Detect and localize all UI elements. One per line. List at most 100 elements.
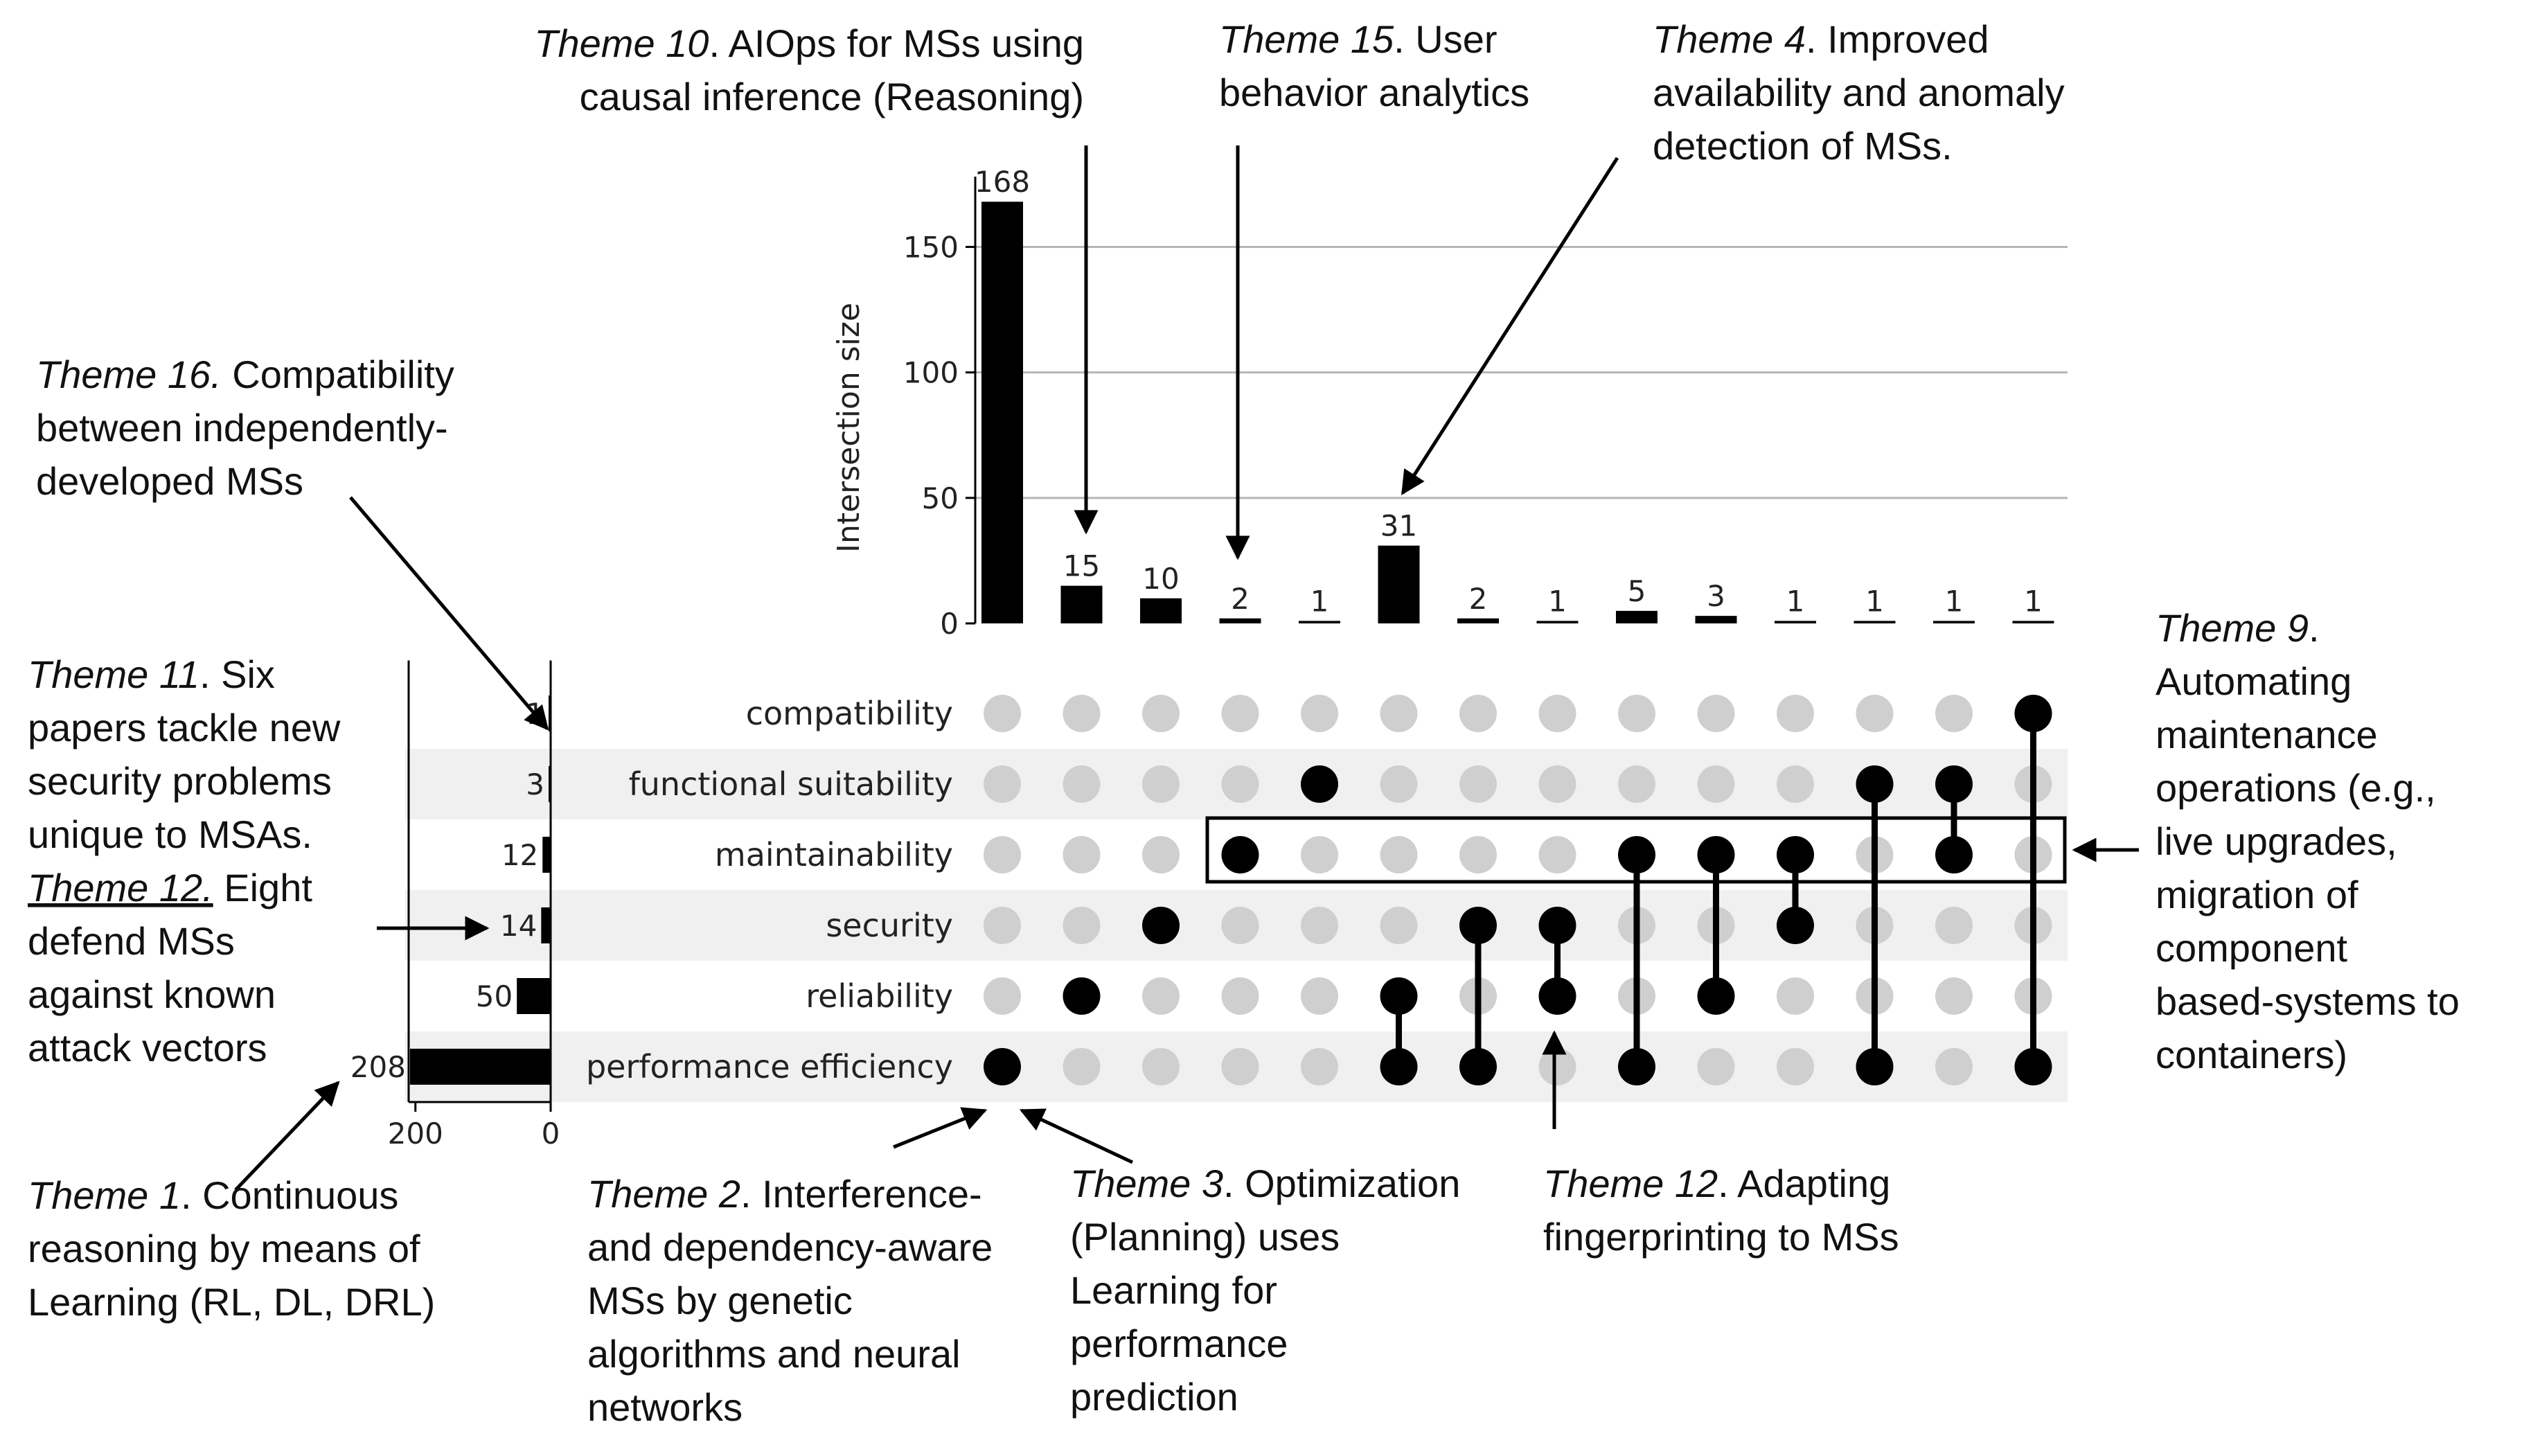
set-size-bar: [409, 1049, 551, 1085]
matrix-dot-inactive: [1538, 836, 1576, 873]
matrix-dot-inactive: [1777, 1048, 1814, 1085]
matrix-dot-active: [2014, 1048, 2052, 1085]
intersection-bar: [1299, 621, 1340, 623]
intersection-value-label: 15: [1063, 549, 1100, 583]
matrix-dot-active: [1142, 907, 1180, 944]
set-size-label: 14: [500, 909, 537, 943]
svg-text:reasoning by means of: reasoning by means of: [28, 1227, 420, 1270]
y-axis-label: Intersection size: [831, 303, 866, 553]
set-size-bar: [517, 978, 551, 1014]
matrix-dot-inactive: [1142, 1048, 1180, 1085]
intersection-bar: [1140, 598, 1182, 623]
matrix-dot-inactive: [1459, 765, 1497, 803]
matrix-dot-inactive: [1301, 695, 1338, 732]
matrix-dot-inactive: [1697, 765, 1735, 803]
set-size-bar: [542, 837, 551, 873]
intersection-bar: [1378, 545, 1420, 623]
annotation-theme16: Theme 16. Compatibility: [36, 353, 454, 396]
matrix-dot-active: [1459, 907, 1497, 944]
set-name-label: security: [826, 907, 953, 944]
intersection-value-label: 3: [1707, 579, 1725, 613]
matrix-dot-active: [1856, 765, 1894, 803]
axes: 0 50 100 150 Intersection size 200 0: [388, 177, 977, 1151]
intersection-bar: [1457, 618, 1499, 623]
matrix-dot-active: [1538, 977, 1576, 1015]
matrix-dot-inactive: [1935, 695, 1973, 732]
set-name-label: maintainability: [715, 836, 953, 873]
arrow-theme3: [1019, 1108, 1134, 1164]
svg-text:Learning for: Learning for: [1070, 1268, 1277, 1312]
matrix-dot-inactive: [1380, 836, 1418, 873]
matrix-dot-inactive: [1538, 1048, 1576, 1085]
svg-text:networks: networks: [587, 1385, 743, 1429]
matrix-dot-active: [1856, 1048, 1894, 1085]
matrix-dot-active: [1380, 1048, 1418, 1085]
matrix-dot-inactive: [1380, 695, 1418, 732]
matrix-dot-inactive: [1380, 907, 1418, 944]
intersection-value-label: 31: [1380, 509, 1417, 543]
matrix-dot-inactive: [1459, 695, 1497, 732]
intersection-bar: [2012, 621, 2054, 623]
matrix-dot-inactive: [1142, 765, 1180, 803]
matrix-dot-inactive: [984, 765, 1021, 803]
annotation-theme3: Theme 3. Optimization: [1070, 1162, 1460, 1205]
matrix-dot-inactive: [984, 907, 1021, 944]
matrix-dot-inactive: [1777, 765, 1814, 803]
matrix-dot-inactive: [1301, 1048, 1338, 1085]
svg-text:MSs by genetic: MSs by genetic: [587, 1279, 853, 1322]
matrix-dot-active: [1301, 765, 1338, 803]
y-tick-label: 100: [903, 356, 959, 390]
matrix-dot-inactive: [1063, 695, 1101, 732]
matrix-dot-active: [1697, 836, 1735, 873]
intersection-value-label: 1: [1310, 584, 1329, 618]
intersection-bar: [1616, 610, 1658, 623]
y-tick-label: 0: [940, 607, 959, 641]
annotation-arrows: [234, 145, 2139, 1191]
svg-text:detection of MSs.: detection of MSs.: [1653, 124, 1953, 168]
svg-text:algorithms and neural: algorithms and neural: [587, 1332, 961, 1376]
intersection-value-label: 5: [1628, 574, 1646, 608]
matrix-dot-active: [1777, 836, 1814, 873]
annotation-theme15: Theme 15. User: [1219, 17, 1497, 61]
intersection-value-label: 1: [1548, 584, 1567, 618]
matrix-dot-inactive: [1063, 1048, 1101, 1085]
matrix-dot-active: [1221, 836, 1259, 873]
matrix-dot-active: [1063, 977, 1101, 1015]
svg-text:papers tackle new: papers tackle new: [28, 706, 341, 749]
matrix-dot-active: [1935, 765, 1973, 803]
matrix-dot-inactive: [1221, 695, 1259, 732]
svg-text:behavior analytics: behavior analytics: [1219, 71, 1529, 114]
svg-text:live upgrades,: live upgrades,: [2156, 819, 2397, 863]
gridlines: [975, 245, 2068, 499]
set-size-label: 208: [350, 1050, 406, 1084]
annotation-theme4: Theme 4. Improved: [1653, 17, 1989, 61]
annotation-theme2: Theme 2. Interference-: [587, 1172, 982, 1216]
svg-text:component: component: [2156, 926, 2348, 970]
annotation-theme9: Theme 9.: [2156, 606, 2320, 650]
matrix-dot-inactive: [1777, 977, 1814, 1015]
svg-text:Automating: Automating: [2156, 659, 2352, 703]
intersection-value-label: 2: [1469, 582, 1488, 616]
intersection-bar: [1775, 621, 1816, 623]
matrix-dot-inactive: [984, 977, 1021, 1015]
svg-text:developed MSs: developed MSs: [36, 459, 303, 503]
matrix-dot-inactive: [1301, 977, 1338, 1015]
maintainability-highlight-box: [1205, 816, 2067, 884]
svg-text:fingerprinting to MSs: fingerprinting to MSs: [1543, 1215, 1899, 1259]
matrix-dot-active: [2014, 695, 2052, 732]
intersection-value-label: 2: [1231, 582, 1250, 616]
svg-text:operations (e.g.,: operations (e.g.,: [2156, 766, 2436, 810]
svg-text:against known: against known: [28, 973, 276, 1016]
matrix-dot-active: [1538, 907, 1576, 944]
matrix-dot-inactive: [1935, 907, 1973, 944]
matrix-dot-active: [1935, 836, 1973, 873]
svg-text:maintenance: maintenance: [2156, 713, 2378, 756]
matrix-dot-inactive: [1618, 695, 1655, 732]
annotation-theme10: Theme 10. AIOps for MSs using: [534, 21, 1084, 65]
matrix-dot-inactive: [1221, 765, 1259, 803]
matrix-dot-inactive: [1221, 977, 1259, 1015]
matrix-dot-inactive: [1459, 836, 1497, 873]
svg-text:attack vectors: attack vectors: [28, 1026, 267, 1069]
svg-text:containers): containers): [2156, 1033, 2347, 1076]
